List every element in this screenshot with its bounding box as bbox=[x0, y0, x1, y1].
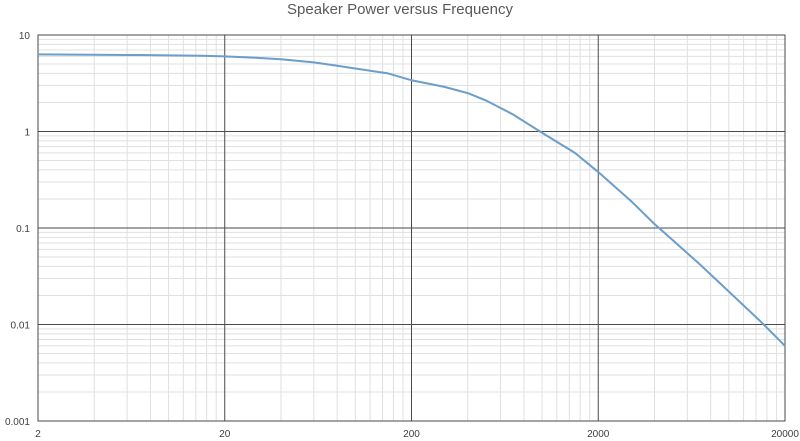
x-tick-label: 2000 bbox=[587, 429, 610, 440]
y-tick-label: 10 bbox=[19, 31, 31, 42]
x-tick-label: 20000 bbox=[771, 429, 799, 440]
grid bbox=[37, 34, 786, 422]
chart-title: Speaker Power versus Frequency bbox=[287, 1, 513, 18]
tick-labels: 2 20 200 2000 20000 10 1 0.1 0.01 0.001 bbox=[5, 31, 799, 440]
x-tick-label: 2 bbox=[35, 429, 41, 440]
y-tick-label: 1 bbox=[24, 128, 30, 139]
y-tick-label: 0.1 bbox=[16, 224, 30, 235]
series-layer bbox=[37, 53, 786, 347]
y-tick-label: 0.01 bbox=[11, 321, 31, 332]
plot-frame bbox=[37, 34, 786, 422]
x-tick-label: 20 bbox=[219, 429, 231, 440]
x-tick-label: 200 bbox=[403, 429, 420, 440]
series-line bbox=[37, 53, 786, 347]
y-tick-label: 0.001 bbox=[5, 417, 30, 428]
